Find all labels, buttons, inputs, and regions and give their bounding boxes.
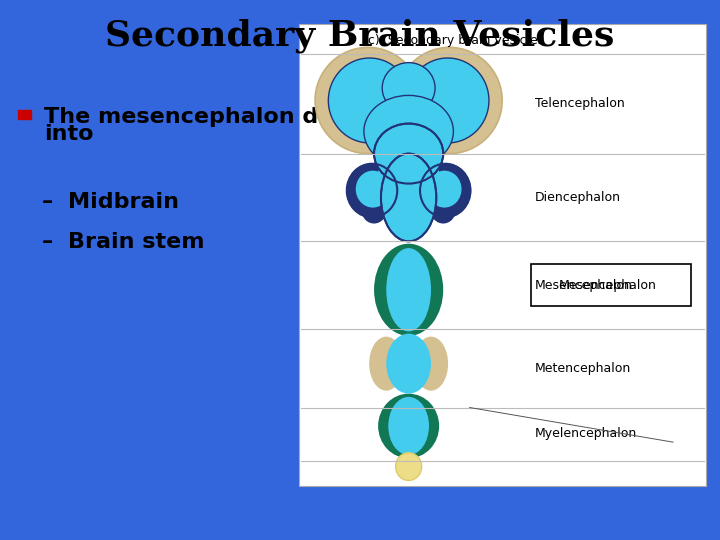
- Text: Mesencephalon: Mesencephalon: [559, 279, 657, 292]
- Text: –: –: [42, 232, 53, 252]
- Ellipse shape: [328, 58, 411, 143]
- Ellipse shape: [388, 397, 429, 455]
- Ellipse shape: [369, 336, 403, 390]
- Ellipse shape: [374, 244, 444, 336]
- Ellipse shape: [432, 200, 454, 223]
- Ellipse shape: [406, 58, 489, 143]
- Ellipse shape: [347, 164, 397, 217]
- Text: Myelencephalon: Myelencephalon: [535, 427, 637, 440]
- Ellipse shape: [395, 453, 422, 481]
- Ellipse shape: [414, 336, 448, 390]
- Text: Telencephalon: Telencephalon: [535, 97, 624, 110]
- Bar: [299, 24, 706, 486]
- Ellipse shape: [356, 171, 390, 207]
- Text: Brain stem: Brain stem: [68, 232, 205, 252]
- Ellipse shape: [428, 171, 462, 207]
- Ellipse shape: [363, 200, 385, 223]
- Ellipse shape: [364, 96, 454, 167]
- Ellipse shape: [315, 48, 420, 153]
- Text: Diencephalon: Diencephalon: [535, 191, 621, 204]
- Ellipse shape: [374, 124, 444, 184]
- Text: Secondary Brain Vesicles: Secondary Brain Vesicles: [105, 19, 615, 53]
- Ellipse shape: [397, 48, 503, 153]
- Bar: [18, 110, 31, 119]
- Text: Metencephalon: Metencephalon: [535, 362, 631, 375]
- Ellipse shape: [420, 164, 470, 217]
- Ellipse shape: [382, 63, 435, 113]
- Ellipse shape: [386, 248, 431, 332]
- Text: (c)  Secondary brain vesicles: (c) Secondary brain vesicles: [363, 34, 544, 47]
- Text: Mesencephalon: Mesencephalon: [535, 279, 633, 292]
- Bar: [531, 265, 691, 306]
- Ellipse shape: [378, 394, 439, 458]
- Text: The mesencephalon develops: The mesencephalon develops: [44, 107, 415, 127]
- Ellipse shape: [386, 334, 431, 394]
- Text: into: into: [44, 124, 94, 144]
- Ellipse shape: [381, 153, 436, 241]
- Text: –: –: [42, 192, 53, 212]
- Text: Midbrain: Midbrain: [68, 192, 179, 212]
- Ellipse shape: [378, 144, 439, 204]
